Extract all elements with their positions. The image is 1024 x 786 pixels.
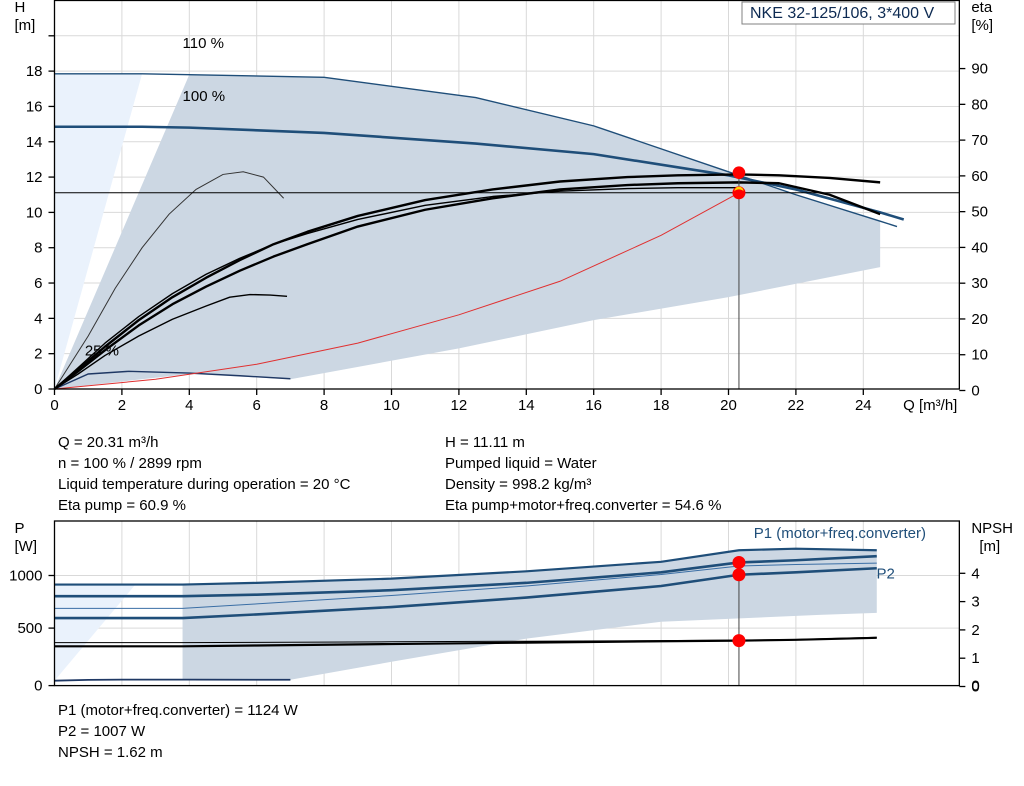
svg-text:P2: P2 [877,566,895,583]
svg-text:2: 2 [118,397,126,414]
svg-text:50: 50 [971,204,988,221]
svg-text:500: 500 [17,620,42,637]
svg-text:40: 40 [971,239,988,256]
svg-text:20: 20 [720,397,737,414]
svg-text:H: H [15,0,26,16]
svg-text:2: 2 [34,346,42,363]
svg-text:18: 18 [26,63,43,80]
svg-text:6: 6 [34,275,42,292]
svg-text:4: 4 [34,310,42,327]
svg-text:24: 24 [855,397,872,414]
svg-text:12: 12 [451,397,468,414]
svg-text:Q [m³/h]: Q [m³/h] [903,397,957,414]
svg-text:[m]: [m] [979,538,1000,555]
svg-text:1000: 1000 [9,568,42,585]
svg-text:2: 2 [971,622,979,639]
svg-text:12: 12 [26,169,43,186]
svg-text:0: 0 [50,397,58,414]
svg-text:[m]: [m] [15,17,36,34]
svg-text:8: 8 [34,240,42,257]
svg-text:10: 10 [26,204,43,221]
svg-text:10: 10 [383,397,400,414]
svg-text:18: 18 [653,397,670,414]
svg-text:P1 (motor+freq.converter): P1 (motor+freq.converter) [754,525,926,542]
svg-text:0: 0 [971,678,979,695]
svg-text:110 %: 110 % [183,35,224,52]
svg-text:1: 1 [971,650,979,667]
svg-text:[%]: [%] [971,17,993,34]
svg-text:20: 20 [971,311,988,328]
svg-text:80: 80 [971,96,988,113]
svg-text:70: 70 [971,132,988,149]
svg-text:16: 16 [585,397,602,414]
svg-text:6: 6 [253,397,261,414]
svg-text:[W]: [W] [15,538,38,555]
svg-text:25 %: 25 % [85,342,119,359]
svg-text:100 %: 100 % [183,88,226,105]
svg-text:eta: eta [971,0,993,16]
svg-text:16: 16 [26,98,43,115]
svg-text:NKE 32-125/106, 3*400 V: NKE 32-125/106, 3*400 V [750,5,934,22]
svg-text:14: 14 [518,397,535,414]
svg-text:14: 14 [26,134,43,151]
svg-text:3: 3 [971,594,979,611]
svg-text:P: P [15,520,25,537]
svg-text:4: 4 [971,565,979,582]
svg-text:NPSH: NPSH [971,520,1013,537]
svg-text:60: 60 [971,168,988,185]
svg-text:0: 0 [971,383,979,400]
svg-text:90: 90 [971,61,988,78]
svg-text:0: 0 [34,381,42,398]
svg-text:4: 4 [185,397,193,414]
svg-text:8: 8 [320,397,328,414]
svg-text:22: 22 [788,397,805,414]
svg-text:0: 0 [34,678,42,695]
svg-text:30: 30 [971,275,988,292]
svg-text:10: 10 [971,347,988,364]
